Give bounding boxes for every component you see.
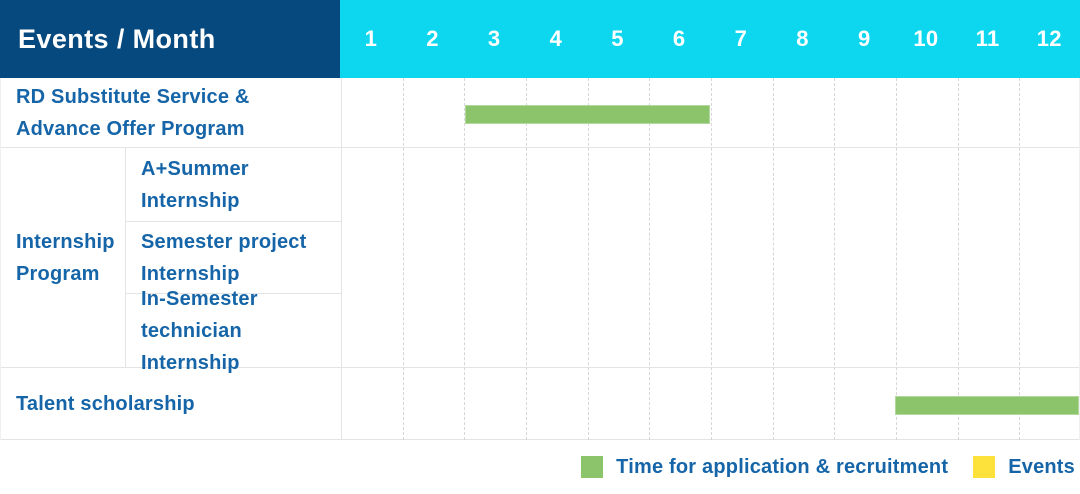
row-label-line: Talent scholarship [16,392,195,415]
table-sub-row: Semester project Internship [125,222,342,294]
row-label: Talent scholarship [1,368,341,439]
row-label-line: Advance Offer Program [16,117,245,140]
row-label-line: Internship [141,262,240,285]
month-header-cell: 5 [611,26,624,51]
sub-row-label: A+Summer Internship [125,148,341,221]
legend-label-events: Events [1008,455,1075,478]
legend-swatch-recruitment [581,456,604,478]
month-header-cell: 1 [364,26,378,51]
sub-row-label: In-Semester technician Internship [125,288,341,374]
row-label-line: In-Semester [141,287,258,310]
month-header-cell: 2 [426,26,439,51]
table-row: Talent scholarship [1,368,1079,440]
month-header-cell: 10 [913,26,939,51]
month-header-cell: 9 [857,26,871,51]
row-label-line: technician Internship [141,319,242,374]
month-header-cell: 11 [975,26,1000,51]
group-label-line: Internship [16,230,115,253]
row-chart-cell [341,294,342,367]
row-label-line: Internship [141,189,240,212]
table-body: RD Substitute Service & Advance Offer Pro… [0,78,1080,440]
month-header-cell: 4 [549,26,563,51]
row-chart-cell [341,148,342,221]
legend-label-recruitment: Time for application & recruitment [616,455,949,478]
events-month-corner-header: Events / Month [0,0,340,78]
row-label-line: Semester project [141,230,307,253]
row-label-line: A+Summer [141,157,249,180]
group-label: Internship Program [1,148,125,367]
month-header-strip: 1 2 3 4 5 6 7 8 9 10 11 12 [340,0,1080,78]
row-chart-cell [341,368,1079,439]
row-label-line: RD Substitute Service & [16,85,250,108]
row-chart-cell [341,78,1079,147]
group-label-line: Program [16,262,100,285]
group-block-internship-program: Internship Program A+Summer Internship Semes… [1,148,1079,374]
month-header-cell: 3 [487,26,501,51]
group-sub-rows: A+Summer Internship Semester project Intern… [125,148,342,374]
month-header-cell: 8 [796,26,809,51]
gantt-bar-recruitment [894,395,1079,415]
legend-swatch-events [973,456,996,478]
row-chart-cell [341,222,342,293]
gantt-bar-recruitment [464,104,711,124]
table-header-row: Events / Month 1 2 3 4 5 6 7 8 9 10 11 12 [0,0,1080,78]
table-row: RD Substitute Service & Advance Offer Pro… [1,78,1079,148]
month-header-cell: 7 [734,26,748,51]
month-header-cell: 12 [1036,26,1062,51]
row-label: RD Substitute Service & Advance Offer Pro… [1,78,341,147]
sub-row-label: Semester project Internship [125,222,341,293]
table-title: Events / Month [18,23,216,54]
table-sub-row: A+Summer Internship [125,148,342,222]
legend: Time for application & recruitment Event… [0,440,1080,494]
month-header-cell: 6 [672,26,686,51]
table-sub-row: In-Semester technician Internship [125,288,342,374]
